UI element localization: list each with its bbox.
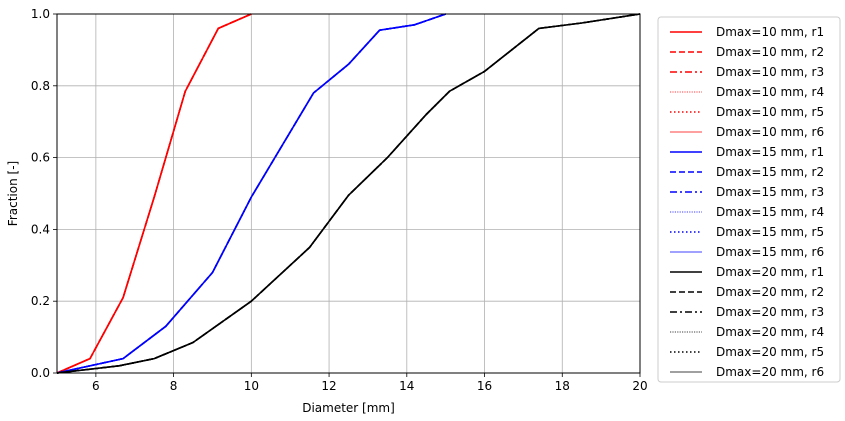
legend-label-17: Dmax=20 mm, r5: [716, 345, 824, 359]
series-line-17: [56, 13, 641, 374]
series-line-4: [56, 13, 252, 374]
series-line-5: [56, 13, 252, 374]
x-tick-label: 14: [399, 379, 414, 393]
series-line-16: [56, 13, 641, 374]
legend-label-5: Dmax=10 mm, r5: [716, 105, 824, 119]
legend-label-13: Dmax=20 mm, r1: [716, 265, 824, 279]
legend-label-2: Dmax=10 mm, r2: [716, 45, 824, 59]
x-axis-label: Diameter [mm]: [302, 401, 395, 415]
series-line-18: [56, 13, 641, 374]
legend-label-8: Dmax=15 mm, r2: [716, 165, 824, 179]
legend-label-1: Dmax=10 mm, r1: [716, 25, 824, 39]
legend-label-9: Dmax=15 mm, r3: [716, 185, 824, 199]
legend-label-3: Dmax=10 mm, r3: [716, 65, 824, 79]
x-tick-label: 16: [477, 379, 492, 393]
series-line-2: [56, 13, 252, 374]
legend-label-14: Dmax=20 mm, r2: [716, 285, 824, 299]
series-line-6: [56, 13, 252, 374]
series-line-13: [56, 13, 641, 374]
legend-label-10: Dmax=15 mm, r4: [716, 205, 824, 219]
legend-label-16: Dmax=20 mm, r4: [716, 325, 824, 339]
x-tick-label: 20: [632, 379, 647, 393]
x-tick-label: 12: [321, 379, 336, 393]
y-tick-label: 0.8: [31, 79, 50, 93]
legend-frame: [657, 16, 841, 383]
series-layer: [56, 13, 641, 374]
x-tick-label: 10: [244, 379, 259, 393]
tick-layer: 6 8 10 12 14 16 18 20 0.0 0.2 0.4 0.6 0.8 1.0: [31, 7, 648, 393]
series-line-1: [56, 13, 252, 374]
series-line-14: [56, 13, 641, 374]
x-tick-label: 6: [92, 379, 100, 393]
legend-label-4: Dmax=10 mm, r4: [716, 85, 824, 99]
x-tick-label: 8: [170, 379, 178, 393]
legend-label-6: Dmax=10 mm, r6: [716, 125, 824, 139]
y-tick-label: 0.0: [31, 366, 50, 380]
legend-label-11: Dmax=15 mm, r5: [716, 225, 824, 239]
legend-label-7: Dmax=15 mm, r1: [716, 145, 824, 159]
y-tick-label: 0.4: [31, 222, 50, 236]
series-line-15: [56, 13, 641, 374]
plot-frame: [56, 13, 641, 374]
legend-label-18: Dmax=20 mm, r6: [716, 365, 824, 379]
y-axis-label: Fraction [-]: [6, 161, 20, 226]
y-tick-label: 1.0: [31, 7, 50, 21]
y-tick-label: 0.6: [31, 151, 50, 165]
legend: Dmax=10 mm, r1 Dmax=10 mm, r2 Dmax=10 mm, …: [657, 16, 841, 383]
x-tick-label: 18: [555, 379, 570, 393]
y-tick-label: 0.2: [31, 294, 50, 308]
legend-label-12: Dmax=15 mm, r6: [716, 245, 824, 259]
grid-layer: [57, 13, 641, 374]
legend-label-15: Dmax=20 mm, r3: [716, 305, 824, 319]
series-line-3: [56, 13, 252, 374]
series-line-12: [56, 13, 446, 374]
